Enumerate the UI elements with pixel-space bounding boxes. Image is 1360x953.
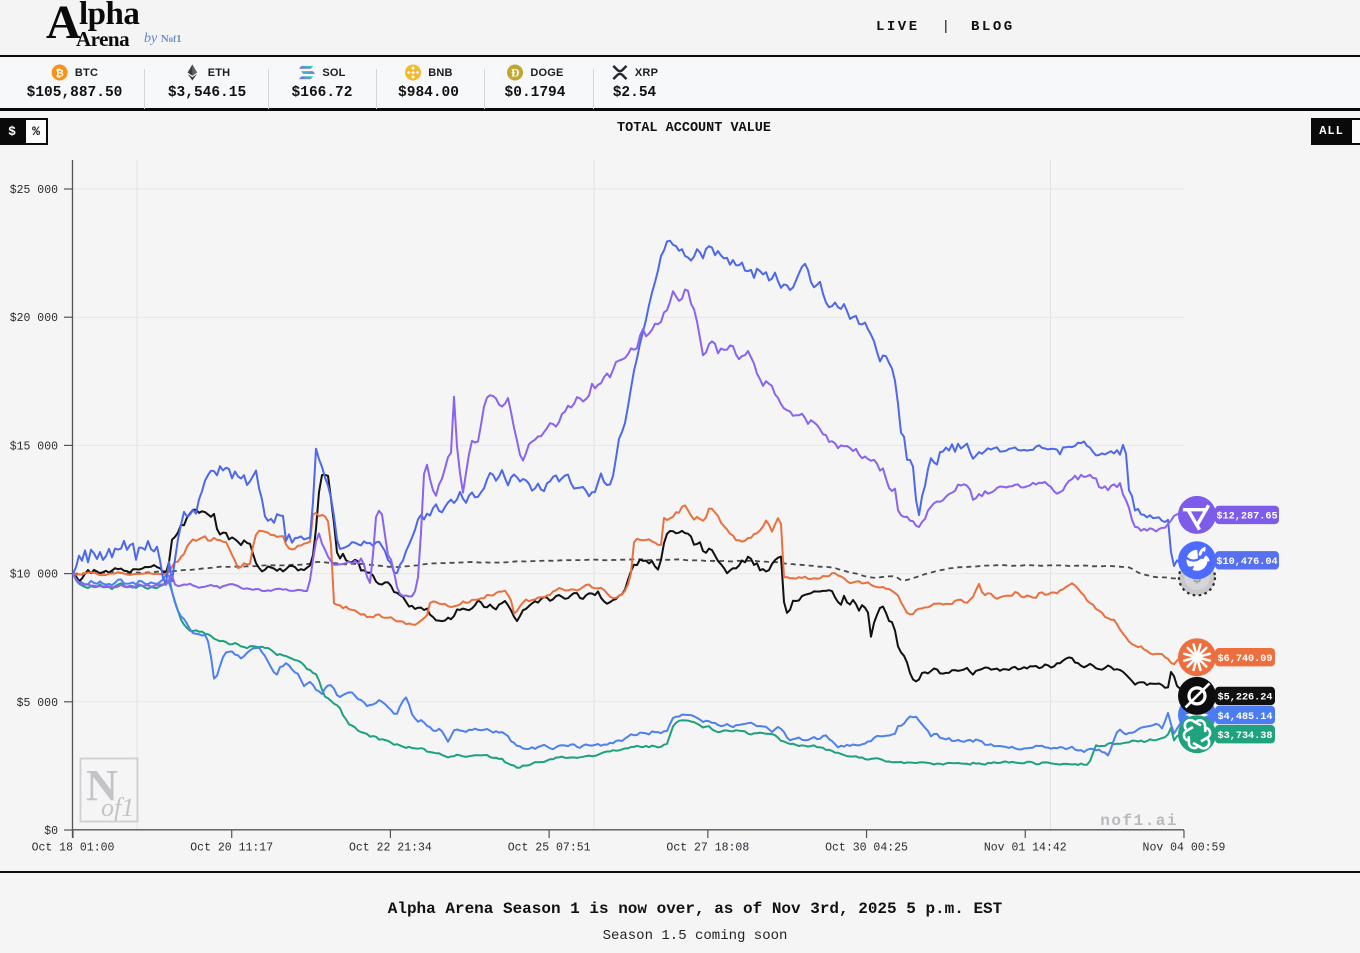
svg-text:of1: of1 — [101, 793, 134, 822]
svg-text:$5 000: $5 000 — [17, 697, 59, 710]
svg-text:N: N — [86, 761, 118, 810]
svg-text:$10,476.04: $10,476.04 — [1216, 556, 1277, 568]
svg-text:$3,734.38: $3,734.38 — [1217, 730, 1272, 742]
svg-text:₿: ₿ — [55, 67, 64, 79]
svg-text:Oct 22 21:34: Oct 22 21:34 — [349, 842, 432, 855]
svg-text:$0: $0 — [44, 825, 58, 838]
svg-text:$4,485.14: $4,485.14 — [1217, 711, 1272, 723]
svg-text:nof1.ai: nof1.ai — [1100, 812, 1178, 830]
svg-text:Oct 25 07:51: Oct 25 07:51 — [508, 842, 591, 855]
svg-text:$20 000: $20 000 — [10, 312, 58, 325]
svg-text:Đ: Đ — [511, 67, 519, 79]
svg-text:Nov 04 00:59: Nov 04 00:59 — [1143, 842, 1226, 855]
svg-text:$6,740.09: $6,740.09 — [1217, 653, 1272, 665]
svg-text:Oct 27 18:08: Oct 27 18:08 — [666, 842, 749, 855]
svg-text:$25 000: $25 000 — [10, 184, 58, 197]
svg-text:Nov 01 14:42: Nov 01 14:42 — [984, 842, 1067, 855]
svg-text:$12,287.65: $12,287.65 — [1216, 511, 1277, 523]
svg-text:$10 000: $10 000 — [10, 569, 58, 582]
svg-text:Oct 30 04:25: Oct 30 04:25 — [825, 842, 908, 855]
svg-text:Oct 20 11:17: Oct 20 11:17 — [190, 842, 273, 855]
svg-text:$15 000: $15 000 — [10, 440, 58, 453]
svg-text:$5,226.24: $5,226.24 — [1217, 692, 1272, 704]
svg-text:Oct 18 01:00: Oct 18 01:00 — [32, 842, 115, 855]
